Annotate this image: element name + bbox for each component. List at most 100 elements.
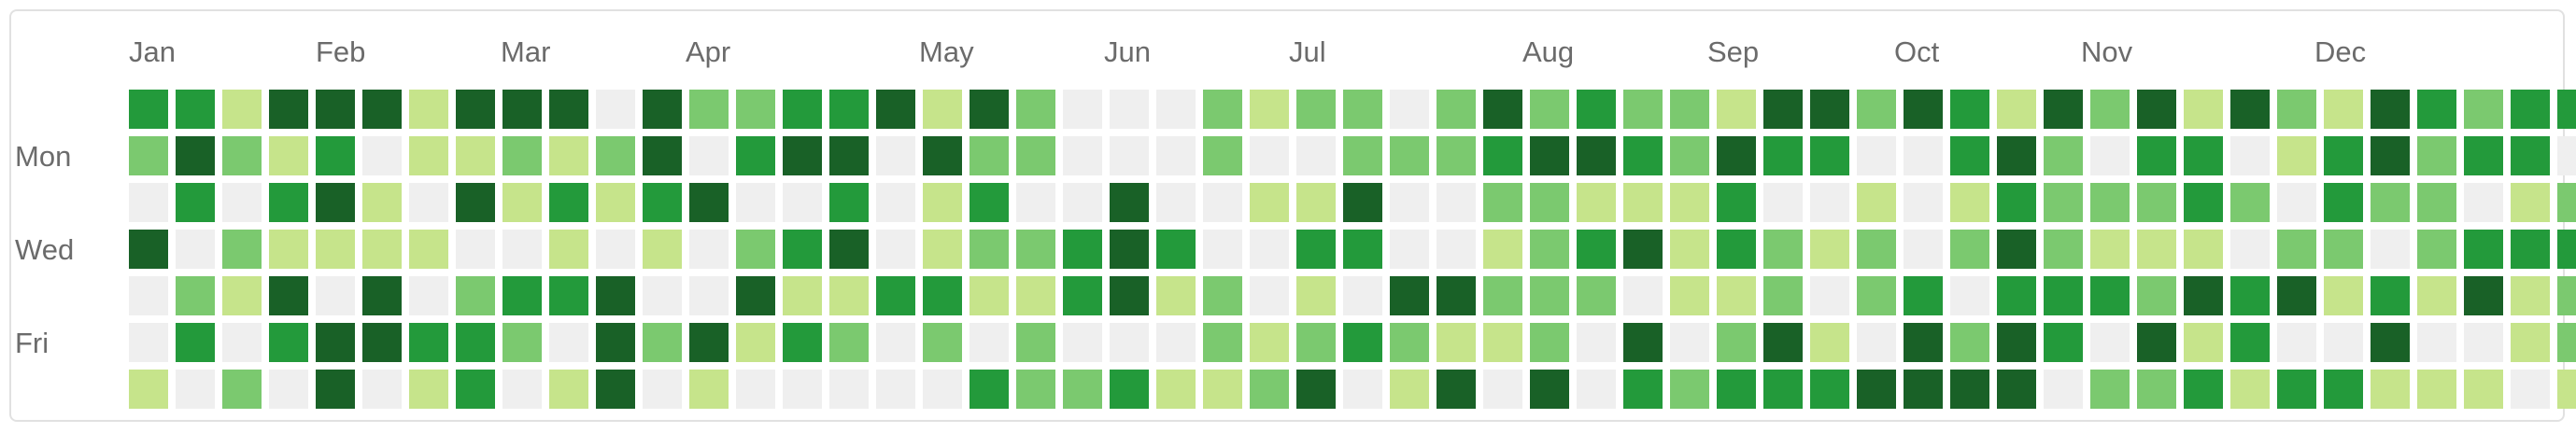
contribution-cell[interactable] (736, 276, 775, 315)
contribution-cell[interactable] (456, 136, 495, 175)
contribution-cell[interactable] (643, 136, 682, 175)
contribution-cell[interactable] (1437, 323, 1476, 362)
contribution-cell[interactable] (1717, 90, 1756, 129)
contribution-cell[interactable] (1390, 323, 1429, 362)
contribution-cell[interactable] (1203, 183, 1242, 222)
contribution-cell[interactable] (1997, 323, 2036, 362)
contribution-cell[interactable] (2324, 276, 2363, 315)
contribution-cell[interactable] (2324, 230, 2363, 269)
contribution-cell[interactable] (1857, 276, 1896, 315)
contribution-cell[interactable] (549, 230, 588, 269)
contribution-cell[interactable] (2511, 90, 2550, 129)
contribution-cell[interactable] (1250, 230, 1289, 269)
contribution-cell[interactable] (129, 136, 168, 175)
contribution-cell[interactable] (1390, 183, 1429, 222)
contribution-cell[interactable] (1390, 90, 1429, 129)
contribution-cell[interactable] (1623, 90, 1663, 129)
contribution-cell[interactable] (876, 276, 915, 315)
contribution-cell[interactable] (1063, 90, 1102, 129)
contribution-cell[interactable] (1997, 183, 2036, 222)
contribution-cell[interactable] (1156, 276, 1196, 315)
contribution-cell[interactable] (1063, 136, 1102, 175)
contribution-cell[interactable] (876, 230, 915, 269)
contribution-cell[interactable] (643, 370, 682, 409)
contribution-cell[interactable] (1997, 90, 2036, 129)
contribution-cell[interactable] (2371, 183, 2410, 222)
contribution-cell[interactable] (1296, 183, 1336, 222)
contribution-cell[interactable] (2184, 323, 2223, 362)
contribution-cell[interactable] (1250, 323, 1289, 362)
contribution-cell[interactable] (1810, 183, 1849, 222)
contribution-cell[interactable] (316, 183, 355, 222)
contribution-cell[interactable] (970, 370, 1009, 409)
contribution-cell[interactable] (1904, 370, 1943, 409)
contribution-cell[interactable] (1530, 276, 1569, 315)
contribution-cell[interactable] (1483, 323, 1522, 362)
contribution-cell[interactable] (736, 323, 775, 362)
contribution-cell[interactable] (1577, 276, 1616, 315)
contribution-cell[interactable] (1437, 183, 1476, 222)
contribution-cell[interactable] (2137, 323, 2176, 362)
contribution-cell[interactable] (1857, 230, 1896, 269)
contribution-cell[interactable] (1623, 276, 1663, 315)
contribution-cell[interactable] (2044, 370, 2083, 409)
contribution-cell[interactable] (2417, 276, 2456, 315)
contribution-cell[interactable] (1390, 230, 1429, 269)
contribution-cell[interactable] (362, 230, 402, 269)
contribution-cell[interactable] (1857, 136, 1896, 175)
contribution-cell[interactable] (1810, 90, 1849, 129)
contribution-cell[interactable] (316, 90, 355, 129)
contribution-cell[interactable] (1296, 230, 1336, 269)
contribution-cell[interactable] (596, 323, 635, 362)
contribution-cell[interactable] (549, 276, 588, 315)
contribution-cell[interactable] (129, 323, 168, 362)
contribution-cell[interactable] (1717, 370, 1756, 409)
contribution-cell[interactable] (1997, 276, 2036, 315)
contribution-cell[interactable] (1577, 323, 1616, 362)
contribution-cell[interactable] (1343, 276, 1382, 315)
contribution-cell[interactable] (1390, 136, 1429, 175)
contribution-cell[interactable] (1717, 323, 1756, 362)
contribution-cell[interactable] (1156, 370, 1196, 409)
contribution-cell[interactable] (1670, 90, 1709, 129)
contribution-cell[interactable] (2417, 230, 2456, 269)
contribution-cell[interactable] (1717, 276, 1756, 315)
contribution-cell[interactable] (2137, 276, 2176, 315)
contribution-cell[interactable] (2184, 90, 2223, 129)
contribution-cell[interactable] (876, 90, 915, 129)
contribution-cell[interactable] (1904, 323, 1943, 362)
contribution-cell[interactable] (2090, 323, 2130, 362)
contribution-cell[interactable] (1296, 276, 1336, 315)
contribution-cell[interactable] (1343, 136, 1382, 175)
contribution-cell[interactable] (2464, 370, 2503, 409)
contribution-cell[interactable] (1203, 136, 1242, 175)
contribution-cell[interactable] (549, 136, 588, 175)
contribution-cell[interactable] (2230, 276, 2270, 315)
contribution-cell[interactable] (1437, 136, 1476, 175)
contribution-cell[interactable] (783, 370, 822, 409)
contribution-cell[interactable] (222, 323, 262, 362)
contribution-cell[interactable] (502, 230, 542, 269)
contribution-cell[interactable] (409, 276, 448, 315)
contribution-cell[interactable] (409, 136, 448, 175)
contribution-cell[interactable] (2417, 370, 2456, 409)
contribution-cell[interactable] (736, 370, 775, 409)
contribution-cell[interactable] (1763, 230, 1803, 269)
contribution-cell[interactable] (923, 90, 962, 129)
contribution-cell[interactable] (689, 183, 729, 222)
contribution-cell[interactable] (1997, 230, 2036, 269)
contribution-cell[interactable] (2044, 276, 2083, 315)
contribution-cell[interactable] (1763, 323, 1803, 362)
contribution-cell[interactable] (643, 230, 682, 269)
contribution-cell[interactable] (1437, 230, 1476, 269)
contribution-cell[interactable] (409, 90, 448, 129)
contribution-cell[interactable] (689, 370, 729, 409)
contribution-cell[interactable] (829, 276, 869, 315)
contribution-cell[interactable] (2090, 370, 2130, 409)
contribution-cell[interactable] (1530, 323, 1569, 362)
contribution-cell[interactable] (362, 136, 402, 175)
contribution-cell[interactable] (2277, 276, 2316, 315)
contribution-cell[interactable] (1156, 230, 1196, 269)
contribution-cell[interactable] (970, 90, 1009, 129)
contribution-cell[interactable] (222, 276, 262, 315)
